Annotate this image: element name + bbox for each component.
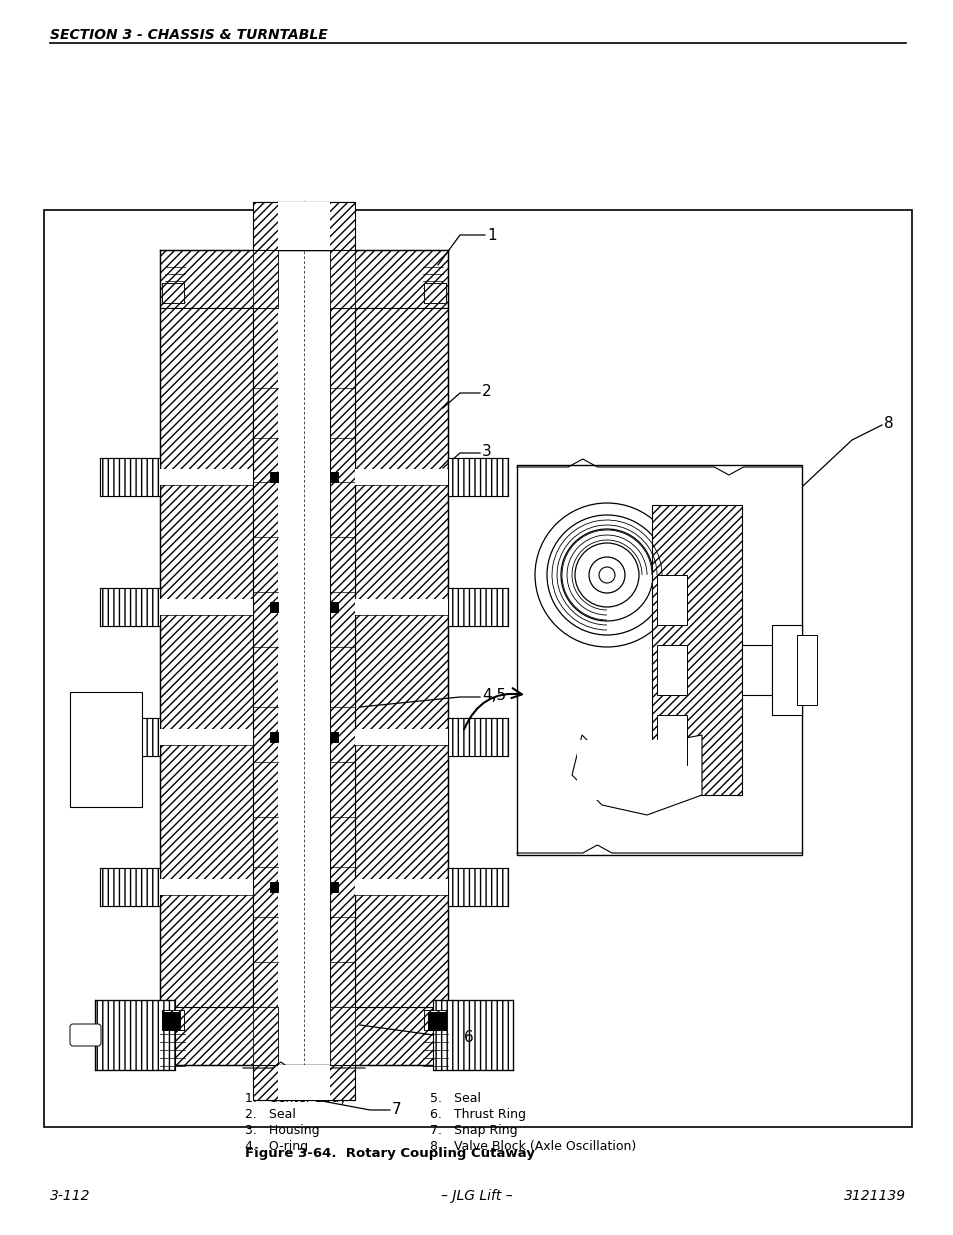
Bar: [100, 718, 160, 756]
Bar: [355, 729, 448, 745]
Text: 7: 7: [392, 1103, 401, 1118]
Bar: [253, 1007, 355, 1065]
Bar: [70, 692, 142, 806]
Bar: [517, 466, 801, 855]
Bar: [423, 1010, 446, 1030]
Text: SECTION 3 - CHASSIS & TURNTABLE: SECTION 3 - CHASSIS & TURNTABLE: [50, 28, 328, 42]
Circle shape: [546, 515, 666, 635]
Bar: [355, 879, 448, 895]
Bar: [330, 882, 337, 892]
Bar: [270, 882, 277, 892]
Text: 2: 2: [481, 384, 491, 399]
Bar: [253, 249, 277, 308]
Bar: [448, 718, 507, 756]
Bar: [428, 1011, 446, 1030]
FancyBboxPatch shape: [70, 1024, 101, 1046]
Text: 3121139: 3121139: [843, 1189, 905, 1203]
Bar: [657, 715, 686, 764]
Text: 4.   O-ring: 4. O-ring: [245, 1140, 308, 1153]
Bar: [100, 868, 160, 906]
Bar: [448, 458, 507, 496]
Bar: [330, 732, 337, 742]
Bar: [277, 203, 330, 249]
Bar: [44, 210, 911, 1128]
Bar: [95, 1000, 174, 1070]
Bar: [423, 283, 446, 303]
Bar: [423, 1010, 446, 1030]
Text: 7.   Snap Ring: 7. Snap Ring: [430, 1124, 517, 1137]
Bar: [162, 1010, 184, 1030]
Bar: [448, 868, 507, 906]
Text: 1.   Center Body: 1. Center Body: [245, 1092, 346, 1105]
Circle shape: [535, 503, 679, 647]
Text: 8: 8: [883, 415, 893, 431]
Bar: [160, 879, 253, 895]
Bar: [160, 469, 253, 485]
Text: 5.   Seal: 5. Seal: [430, 1092, 480, 1105]
Text: – JLG Lift –: – JLG Lift –: [440, 1189, 513, 1203]
Bar: [651, 505, 741, 795]
Bar: [277, 1065, 330, 1100]
Bar: [657, 645, 686, 695]
Bar: [330, 601, 337, 613]
Bar: [448, 588, 507, 626]
Bar: [160, 599, 253, 615]
Bar: [253, 1065, 355, 1100]
Bar: [160, 1007, 448, 1065]
Circle shape: [575, 543, 639, 606]
Bar: [75, 1028, 100, 1044]
Bar: [796, 635, 816, 705]
Bar: [160, 308, 253, 1007]
Bar: [253, 308, 277, 1007]
Bar: [423, 283, 446, 303]
Bar: [355, 469, 448, 485]
Text: 4,5: 4,5: [481, 688, 506, 703]
Bar: [162, 283, 184, 303]
Text: 2.   Seal: 2. Seal: [245, 1108, 295, 1121]
Bar: [162, 283, 184, 303]
Bar: [253, 203, 355, 249]
Text: 6.   Thrust Ring: 6. Thrust Ring: [430, 1108, 525, 1121]
Bar: [160, 729, 253, 745]
Bar: [277, 308, 330, 1007]
Bar: [100, 588, 160, 626]
Bar: [771, 625, 801, 715]
Bar: [162, 1010, 184, 1030]
Bar: [330, 249, 355, 308]
Bar: [253, 249, 355, 308]
Text: 3: 3: [481, 443, 491, 458]
Bar: [657, 576, 686, 625]
Bar: [741, 645, 771, 695]
Text: 3.   Housing: 3. Housing: [245, 1124, 319, 1137]
Text: 6: 6: [463, 1030, 474, 1045]
Text: 3-112: 3-112: [50, 1189, 91, 1203]
Bar: [253, 1007, 277, 1065]
Circle shape: [598, 567, 615, 583]
Circle shape: [560, 529, 652, 621]
Circle shape: [588, 557, 624, 593]
Bar: [100, 458, 160, 496]
Bar: [433, 1000, 513, 1070]
Bar: [330, 1007, 355, 1065]
Bar: [270, 732, 277, 742]
Text: 1: 1: [486, 227, 497, 242]
Bar: [160, 249, 448, 308]
Bar: [355, 599, 448, 615]
Bar: [355, 308, 448, 1007]
PathPatch shape: [572, 735, 701, 815]
Text: 8.   Valve Block (Axle Oscillation): 8. Valve Block (Axle Oscillation): [430, 1140, 636, 1153]
Bar: [330, 308, 355, 1007]
Bar: [577, 740, 686, 800]
Text: Figure 3-64.  Rotary Coupling Cutaway: Figure 3-64. Rotary Coupling Cutaway: [245, 1147, 535, 1160]
Bar: [330, 472, 337, 482]
Bar: [270, 472, 277, 482]
Bar: [270, 601, 277, 613]
Bar: [162, 1011, 180, 1030]
